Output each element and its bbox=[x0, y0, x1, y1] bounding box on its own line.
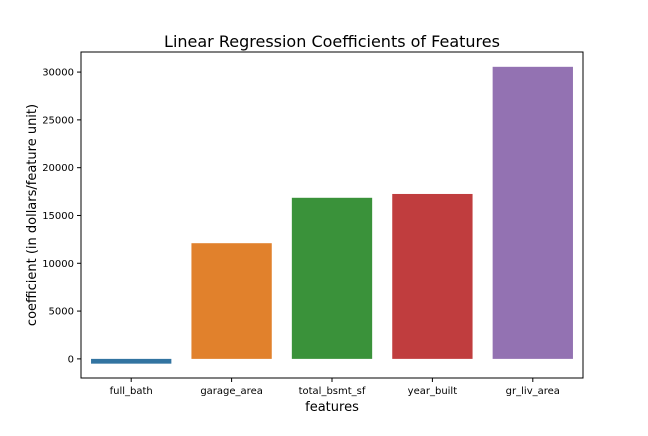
y-tick-label: 25000 bbox=[42, 115, 74, 126]
bar-full-bath bbox=[91, 358, 172, 364]
bar-total-bsmt-sf bbox=[291, 197, 373, 359]
x-tick-label: year_built bbox=[408, 386, 458, 397]
y-tick-label: 20000 bbox=[42, 163, 74, 174]
y-tick-label: 5000 bbox=[49, 307, 74, 318]
x-tick-label: garage_area bbox=[200, 386, 263, 397]
y-axis-label: coefficient (in dollars/feature unit) bbox=[25, 104, 40, 326]
x-tick-label: full_bath bbox=[110, 386, 153, 397]
y-ticks-group: 0 5000 10000 15000 20000 25000 30000 bbox=[42, 68, 81, 365]
x-ticks-group: full_bath garage_area total_bsmt_sf year_bu… bbox=[110, 378, 560, 397]
bar-year-built bbox=[392, 193, 473, 359]
x-tick-label: total_bsmt_sf bbox=[299, 386, 366, 397]
bar-garage-area bbox=[191, 243, 272, 359]
y-tick-label: 30000 bbox=[42, 68, 74, 79]
chart-title: Linear Regression Coefficients of Featur… bbox=[164, 32, 500, 51]
x-axis-label: features bbox=[305, 400, 359, 415]
bars-group bbox=[91, 66, 573, 364]
y-tick-label: 15000 bbox=[42, 211, 74, 222]
plot-frame bbox=[80, 51, 584, 379]
x-tick-label: gr_liv_area bbox=[506, 386, 560, 397]
y-tick-label: 10000 bbox=[42, 259, 74, 270]
bar-gr-liv-area bbox=[492, 66, 573, 359]
y-tick-label: 0 bbox=[68, 354, 74, 365]
